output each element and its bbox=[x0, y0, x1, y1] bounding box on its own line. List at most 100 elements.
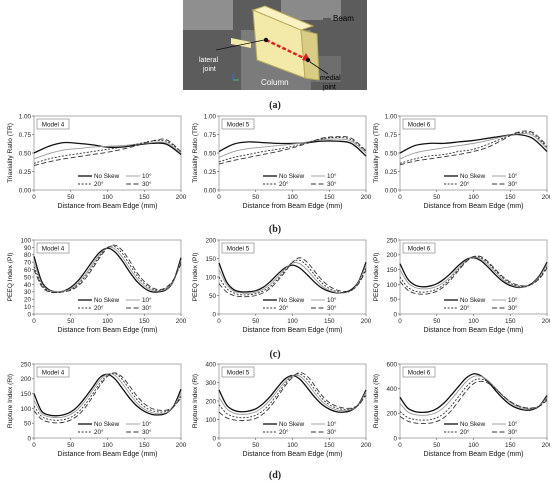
series-line-4 bbox=[33, 372, 182, 424]
y-tick-label: 0.00 bbox=[19, 187, 32, 194]
y-axis-title: Rupture Index (RI) bbox=[7, 374, 14, 428]
y-tick-label: 0.00 bbox=[385, 187, 398, 194]
model-badge bbox=[36, 242, 70, 254]
x-tick-label: 100 bbox=[468, 442, 479, 449]
series-line-4 bbox=[218, 136, 367, 165]
model-label: Model 6 bbox=[408, 245, 431, 252]
x-tick-label: 150 bbox=[505, 318, 516, 325]
chart-rupture-model-6: 0 200 400 600 0 50 100 150 200 Model 6 No Skew 10° 2… bbox=[373, 361, 550, 458]
x-tick-label: 200 bbox=[176, 442, 187, 449]
y-tick-label: 200 bbox=[386, 252, 397, 259]
y-tick-label: 50 bbox=[24, 274, 32, 281]
y-tick-label: 0 bbox=[212, 435, 216, 442]
y-tick-label: 0 bbox=[393, 311, 397, 318]
legend-label-1: No Skew bbox=[460, 421, 486, 428]
model-label: Model 5 bbox=[227, 121, 250, 128]
legend-label-4: 30° bbox=[508, 180, 518, 188]
series-line-2 bbox=[399, 375, 548, 416]
x-tick-label: 0 bbox=[32, 194, 36, 201]
y-axis-title: PEEQ Index (PI) bbox=[192, 253, 199, 302]
diagram-rod-left bbox=[231, 38, 251, 48]
x-axis-title: Distance from Beam Edge (mm) bbox=[243, 451, 343, 458]
y-tick-label: 40 bbox=[24, 282, 32, 289]
series-line-3 bbox=[218, 373, 367, 419]
y-tick-label: 300 bbox=[205, 380, 216, 387]
legend-label-2: 10° bbox=[327, 296, 337, 304]
y-tick-label: 100 bbox=[386, 282, 397, 289]
model-label: Model 6 bbox=[408, 369, 431, 376]
series-line-4 bbox=[218, 257, 367, 298]
x-tick-label: 100 bbox=[102, 318, 113, 325]
y-tick-label: 200 bbox=[205, 237, 216, 244]
x-tick-label: 100 bbox=[287, 318, 298, 325]
y-tick-label: 0.50 bbox=[204, 150, 217, 157]
legend-label-2: 10° bbox=[508, 296, 518, 304]
model-label: Model 6 bbox=[408, 121, 431, 128]
y-axis-title: Rupture Index (RI) bbox=[373, 374, 380, 428]
y-tick-label: 600 bbox=[386, 361, 397, 368]
model-badge bbox=[402, 118, 436, 130]
x-tick-label: 100 bbox=[102, 194, 113, 201]
legend-label-4: 30° bbox=[327, 304, 337, 312]
x-tick-label: 200 bbox=[361, 442, 372, 449]
series-line-2 bbox=[399, 133, 548, 160]
diagram-lateral-label-2: joint bbox=[202, 66, 216, 73]
x-tick-label: 50 bbox=[252, 318, 260, 325]
x-tick-label: 0 bbox=[32, 442, 36, 449]
x-tick-label: 200 bbox=[542, 318, 550, 325]
diagram-column-label: Column bbox=[261, 78, 289, 87]
legend-label-1: No Skew bbox=[94, 421, 120, 428]
y-tick-label: 0.75 bbox=[19, 132, 32, 139]
legend-label-3: 20° bbox=[94, 304, 104, 312]
model-label: Model 4 bbox=[42, 245, 65, 252]
series-line-1 bbox=[218, 140, 367, 157]
x-tick-label: 150 bbox=[139, 318, 150, 325]
chart-triaxiality-model-5: 0.00 0.25 0.50 0.75 1.00 0 50 100 150 200 Model 5 N… bbox=[192, 113, 372, 210]
diagram-plate-top bbox=[251, 5, 315, 31]
y-tick-label: 200 bbox=[386, 411, 397, 418]
x-tick-label: 0 bbox=[398, 194, 402, 201]
x-tick-label: 150 bbox=[505, 194, 516, 201]
x-tick-label: 100 bbox=[468, 318, 479, 325]
x-axis-title: Distance from Beam Edge (mm) bbox=[424, 327, 524, 334]
series-line-4 bbox=[399, 255, 548, 295]
x-tick-label: 150 bbox=[139, 442, 150, 449]
series-line-3 bbox=[399, 378, 548, 421]
skewed-joint-diagram: Beam Column lateral joint medial joint bbox=[183, 0, 367, 91]
diagram-medial-point bbox=[305, 57, 311, 63]
series-line-1 bbox=[33, 141, 182, 156]
panel-label-a: (a) bbox=[269, 100, 281, 111]
y-tick-label: 100 bbox=[20, 406, 31, 413]
x-tick-label: 150 bbox=[324, 442, 335, 449]
x-tick-label: 50 bbox=[433, 194, 441, 201]
legend-label-1: No Skew bbox=[460, 297, 486, 304]
x-tick-label: 50 bbox=[252, 194, 260, 201]
x-tick-label: 0 bbox=[217, 442, 221, 449]
legend-label-4: 30° bbox=[327, 180, 337, 188]
legend-label-2: 10° bbox=[508, 172, 518, 180]
x-tick-label: 100 bbox=[287, 194, 298, 201]
x-tick-label: 0 bbox=[398, 442, 402, 449]
y-tick-label: 0 bbox=[393, 435, 397, 442]
x-tick-label: 100 bbox=[468, 194, 479, 201]
series-line-3 bbox=[33, 245, 182, 294]
chart-peeq-model-5: 0 50 100 150 200 0 50 100 150 200 Model 5 No Skew 10… bbox=[192, 237, 372, 334]
x-axis-title: Distance from Beam Edge (mm) bbox=[243, 203, 343, 210]
y-tick-label: 100 bbox=[20, 237, 31, 244]
diagram-lateral-point bbox=[263, 37, 269, 43]
y-axis-title: Triaxiality Ratio (TR) bbox=[192, 123, 199, 183]
chart-triaxiality-model-6: 0.00 0.25 0.50 0.75 1.00 0 50 100 150 200 Model 6 N… bbox=[373, 113, 550, 210]
series-line-3 bbox=[218, 137, 367, 163]
x-tick-label: 100 bbox=[102, 442, 113, 449]
y-tick-label: 70 bbox=[24, 260, 32, 267]
series-line-4 bbox=[399, 130, 548, 166]
legend-label-2: 10° bbox=[142, 420, 152, 428]
y-tick-label: 200 bbox=[20, 376, 31, 383]
y-tick-label: 400 bbox=[386, 386, 397, 393]
diagram-plate-side bbox=[300, 29, 320, 81]
x-axis-title: Distance from Beam Edge (mm) bbox=[424, 451, 524, 458]
series-line-2 bbox=[33, 373, 182, 419]
y-axis-title: Rupture Index (RI) bbox=[192, 374, 199, 428]
x-tick-label: 200 bbox=[542, 442, 550, 449]
x-tick-label: 0 bbox=[217, 194, 221, 201]
